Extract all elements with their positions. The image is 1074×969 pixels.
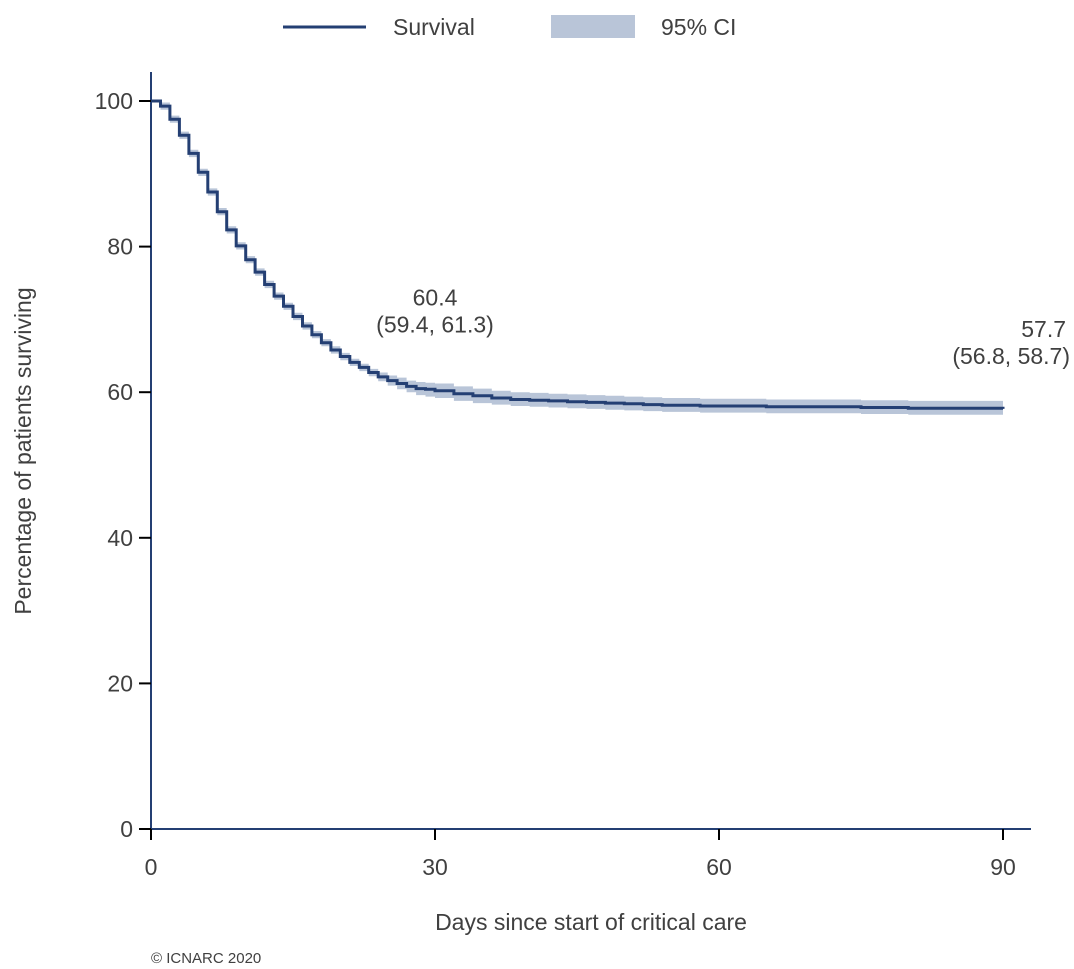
legend-survival-label: Survival [393, 14, 475, 40]
y-axis-title: Percentage of patients surviving [10, 287, 36, 614]
annotation-value: 60.4 [413, 284, 458, 310]
legend-ci-label: 95% CI [661, 14, 736, 40]
x-tick-label: 90 [990, 854, 1016, 880]
annotation-value: 57.7 [1021, 316, 1066, 342]
x-tick-label: 0 [145, 854, 158, 880]
y-tick-label: 100 [95, 88, 133, 114]
x-tick-label: 60 [706, 854, 732, 880]
annotations: 60.4(59.4, 61.3) 57.7(56.8, 58.7) [376, 284, 1070, 369]
survival-line [151, 99, 1005, 410]
y-tick-label: 40 [107, 525, 133, 551]
survival-line-layer [151, 99, 1005, 410]
x-tick-label: 30 [422, 854, 448, 880]
y-tick-label: 20 [107, 670, 133, 696]
y-tick-label: 0 [120, 816, 133, 842]
y-tick-label: 80 [107, 234, 133, 260]
legend: Survival 95% CI [283, 14, 736, 40]
legend-ci-swatch [551, 15, 635, 38]
annotation-ci: (59.4, 61.3) [376, 311, 494, 337]
ci-band [151, 101, 1003, 416]
ci-band-layer [151, 101, 1003, 416]
y-tick-label: 60 [107, 379, 133, 405]
annotation-ci: (56.8, 58.7) [952, 343, 1070, 369]
axes [150, 72, 1031, 830]
x-axis-title: Days since start of critical care [435, 909, 747, 935]
ticks: 0 30 60 90 0 20 40 60 80 100 [95, 88, 1016, 880]
copyright-text: © ICNARC 2020 [151, 950, 261, 967]
